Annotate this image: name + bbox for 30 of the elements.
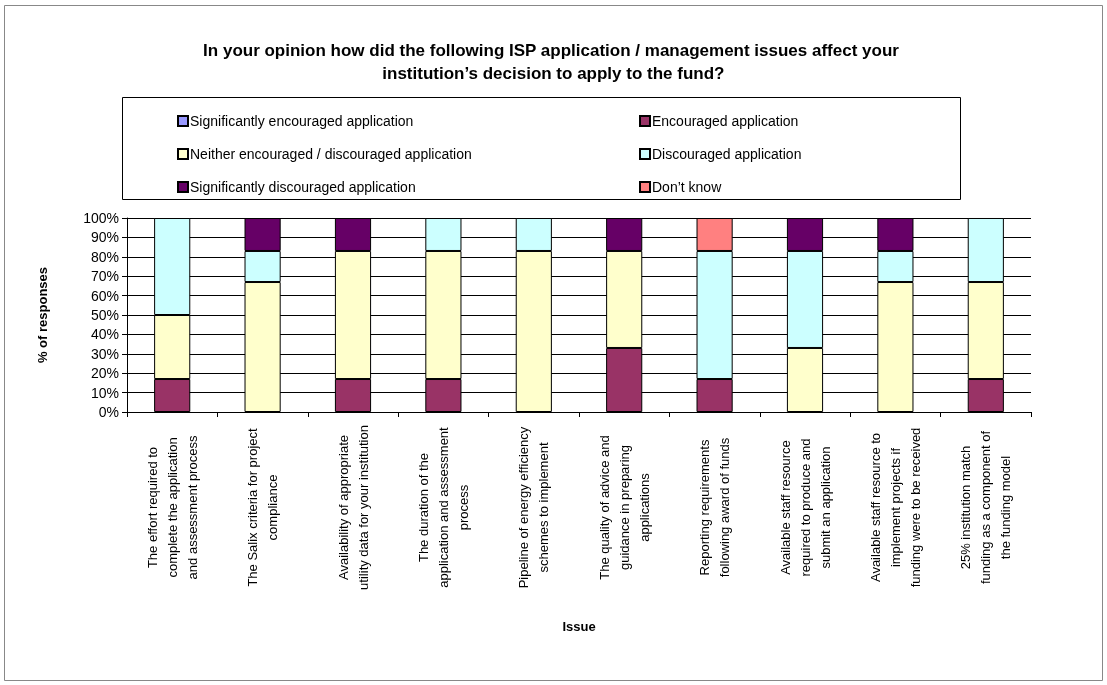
y-tick-label: 30%: [90, 345, 119, 362]
y-tick-label: 100%: [83, 210, 119, 226]
y-tick-label: 20%: [90, 365, 119, 382]
x-tick-label: Reporting requirements following award of funds: [697, 437, 733, 578]
y-tick-label: 80%: [90, 248, 119, 265]
legend-label: Neither encouraged / discouraged application: [190, 146, 472, 162]
y-tick-label: 90%: [90, 229, 119, 246]
y-tick-label: 70%: [90, 268, 119, 285]
y-tick-label: 60%: [90, 287, 119, 304]
y-tick-label: 0%: [98, 404, 119, 420]
legend-label: Significantly encouraged application: [190, 113, 414, 129]
x-axis-title: Issue: [562, 619, 596, 634]
x-tick-label: The duration of the application and assessment process: [415, 426, 471, 588]
x-tick-label: Pipeline of energy efficiency schemes to implement: [516, 426, 552, 589]
x-tick-label: Availability of appropriate utility data for your institution: [335, 425, 371, 590]
y-tick-label: 50%: [90, 307, 119, 323]
y-tick-label: 40%: [90, 326, 119, 343]
legend-label: Significantly discouraged application: [190, 179, 416, 195]
x-tick-label: Available staff resource to implement projects if funding were to be received: [867, 427, 923, 588]
x-tick-label: Available staff resource required to produce and submit an application: [777, 438, 833, 577]
y-tick-label: 10%: [90, 384, 119, 401]
legend-label: Discouraged application: [652, 146, 802, 162]
chart-title: In your opinion how did the following ISP application / management issues affect your institution’s decision to apply to the fund?: [203, 41, 900, 83]
y-axis-title: % of responses: [35, 266, 50, 364]
x-tick-label: The quality of advice and guidance in preparing applications: [596, 435, 652, 580]
x-tick-label: The effort required to complete the application and assessment process: [144, 435, 200, 580]
legend-label: Encouraged application: [652, 113, 799, 129]
legend-label: Don’t know: [652, 179, 723, 195]
x-tick-label: 25% institution match funding as a component of the funding model: [958, 430, 1014, 585]
x-tick-label: The Salix criteria for project compliance: [245, 428, 281, 587]
